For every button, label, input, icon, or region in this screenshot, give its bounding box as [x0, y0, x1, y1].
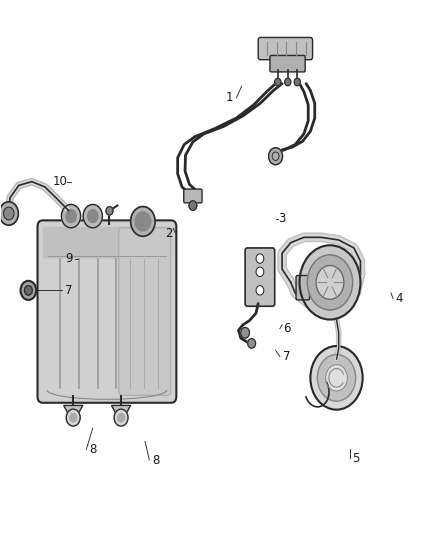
Circle shape	[189, 201, 197, 211]
Circle shape	[66, 409, 80, 426]
Circle shape	[311, 346, 363, 410]
Text: 6: 6	[283, 322, 290, 335]
Text: 9: 9	[65, 252, 73, 265]
Circle shape	[285, 78, 291, 86]
FancyBboxPatch shape	[184, 189, 202, 203]
Circle shape	[135, 212, 151, 231]
Circle shape	[300, 245, 360, 319]
Circle shape	[114, 409, 128, 426]
Circle shape	[275, 78, 281, 86]
FancyBboxPatch shape	[43, 227, 171, 259]
FancyBboxPatch shape	[245, 248, 275, 306]
Text: 5: 5	[353, 452, 360, 465]
Circle shape	[241, 327, 250, 338]
Circle shape	[25, 286, 32, 295]
Circle shape	[256, 254, 264, 263]
Circle shape	[4, 207, 14, 220]
Polygon shape	[64, 406, 83, 414]
FancyBboxPatch shape	[258, 37, 313, 60]
Text: 3: 3	[279, 212, 286, 225]
Circle shape	[256, 286, 264, 295]
Text: 7: 7	[65, 284, 73, 297]
Circle shape	[70, 414, 77, 422]
Circle shape	[66, 209, 76, 223]
FancyBboxPatch shape	[296, 276, 310, 300]
Circle shape	[88, 209, 98, 223]
FancyBboxPatch shape	[270, 55, 305, 72]
Circle shape	[131, 207, 155, 236]
Circle shape	[307, 255, 353, 310]
Text: 7: 7	[283, 350, 290, 363]
Circle shape	[318, 354, 356, 401]
Text: 1: 1	[226, 91, 233, 104]
FancyBboxPatch shape	[38, 220, 177, 403]
Polygon shape	[112, 406, 131, 414]
Text: 2: 2	[165, 227, 173, 240]
Circle shape	[61, 205, 81, 228]
Circle shape	[83, 205, 102, 228]
Circle shape	[325, 365, 347, 391]
Text: 8: 8	[89, 443, 96, 456]
Circle shape	[248, 338, 255, 348]
Circle shape	[294, 78, 300, 86]
Circle shape	[21, 281, 36, 300]
Text: 8: 8	[152, 454, 159, 466]
Circle shape	[256, 267, 264, 277]
Text: 10: 10	[53, 175, 67, 188]
FancyBboxPatch shape	[119, 228, 171, 395]
Circle shape	[106, 207, 113, 215]
Circle shape	[316, 265, 344, 300]
Circle shape	[268, 148, 283, 165]
Circle shape	[117, 414, 124, 422]
Circle shape	[0, 202, 18, 225]
Text: 4: 4	[396, 292, 403, 305]
